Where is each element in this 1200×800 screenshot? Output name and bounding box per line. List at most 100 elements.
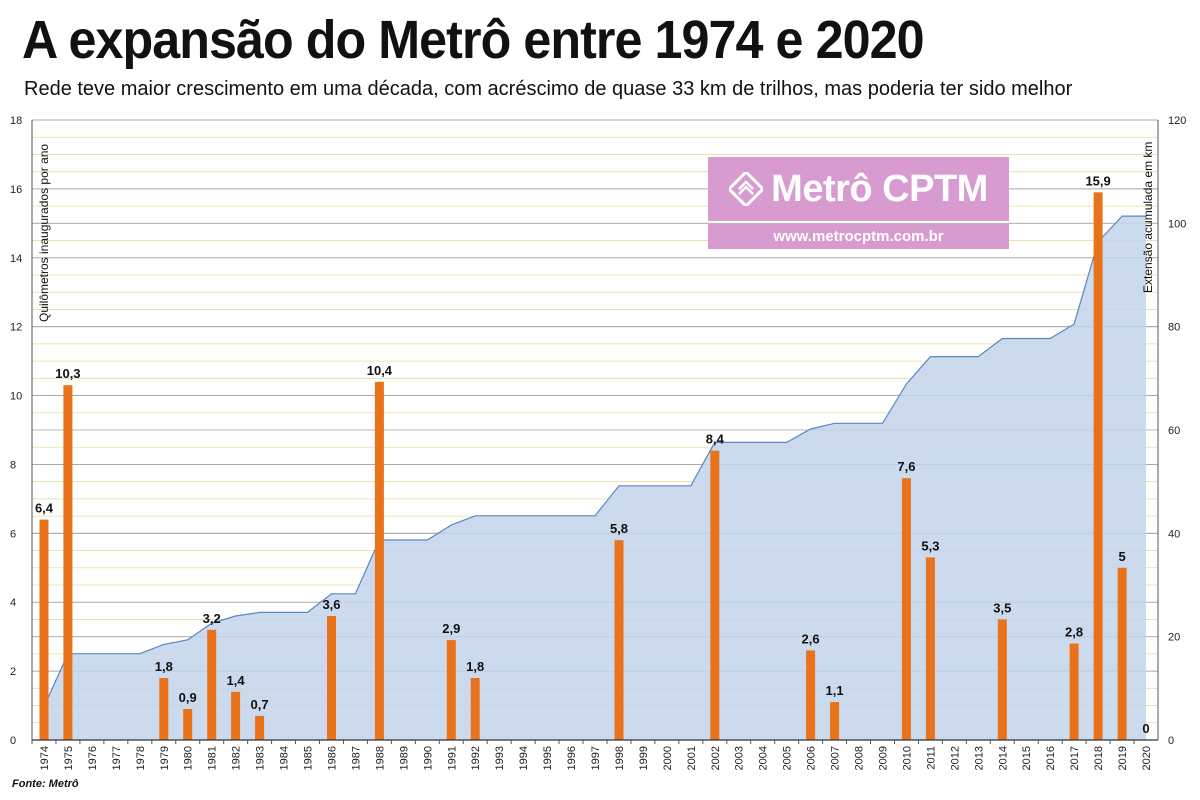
bar-2017 bbox=[1069, 643, 1079, 740]
cumulative-line bbox=[43, 215, 1146, 708]
bar-1981 bbox=[207, 629, 217, 740]
x-tick-label-2010: 2010 bbox=[901, 746, 913, 770]
x-tick-label-1993: 1993 bbox=[494, 746, 506, 770]
data-label-2010: 7,6 bbox=[897, 459, 915, 474]
data-label-1986: 3,6 bbox=[322, 597, 340, 612]
data-label-1991: 2,9 bbox=[442, 621, 460, 636]
bar-1974 bbox=[39, 519, 49, 740]
y-right-tick-20: 20 bbox=[1168, 632, 1180, 644]
bar-1979 bbox=[159, 678, 169, 740]
x-tick-label-1996: 1996 bbox=[566, 746, 578, 770]
x-tick-label-1978: 1978 bbox=[135, 746, 147, 770]
y-right-tick-60: 60 bbox=[1168, 425, 1180, 437]
cumulative-area bbox=[44, 216, 1146, 741]
x-tick-label-1976: 1976 bbox=[87, 746, 99, 770]
x-tick-label-2003: 2003 bbox=[734, 746, 746, 770]
x-tick-label-2006: 2006 bbox=[806, 746, 818, 770]
data-label-2011: 5,3 bbox=[921, 538, 939, 553]
x-tick-label-1986: 1986 bbox=[327, 746, 339, 770]
x-tick-label-1981: 1981 bbox=[207, 746, 219, 770]
x-tick-label-1994: 1994 bbox=[518, 746, 530, 770]
x-tick-label-1990: 1990 bbox=[422, 746, 434, 770]
source-note: Fonte: Metrô bbox=[12, 778, 79, 790]
y-right-tick-120: 120 bbox=[1168, 115, 1186, 127]
data-label-2019: 5 bbox=[1118, 549, 1125, 564]
x-tick-label-1974: 1974 bbox=[39, 746, 51, 770]
data-label-1975: 10,3 bbox=[55, 366, 80, 381]
y-left-tick-8: 8 bbox=[10, 459, 16, 471]
x-tick-label-2007: 2007 bbox=[830, 746, 842, 770]
bar-1991 bbox=[446, 640, 456, 740]
x-tick-label-2019: 2019 bbox=[1117, 746, 1129, 770]
bar-2002 bbox=[710, 450, 720, 740]
chart-subtitle: Rede teve maior crescimento em uma décad… bbox=[24, 78, 1073, 100]
y-left-tick-12: 12 bbox=[10, 322, 22, 334]
x-tick-label-2012: 2012 bbox=[949, 746, 961, 770]
y-right-axis-label: Extensão acumulada em km bbox=[1141, 142, 1155, 293]
bar-series bbox=[39, 192, 1127, 741]
data-labels: 6,4 10,3 1,8 0,9 3,2 1,4 0,7 3,6 10,4 2,9 1,8 5,8 8,… bbox=[35, 173, 1150, 736]
bar-1992 bbox=[470, 678, 480, 740]
y-left-tick-18: 18 bbox=[10, 115, 22, 127]
y-right-tick-100: 100 bbox=[1168, 218, 1186, 230]
y-left-tick-16: 16 bbox=[10, 184, 22, 196]
y-left-tick-4: 4 bbox=[10, 597, 16, 609]
x-tick-label-2009: 2009 bbox=[878, 746, 890, 770]
bar-1986 bbox=[327, 616, 336, 740]
x-tick-label-1988: 1988 bbox=[374, 746, 386, 770]
data-label-1979: 1,8 bbox=[155, 659, 173, 674]
y-right-tick-40: 40 bbox=[1168, 528, 1180, 540]
x-tick-label-1983: 1983 bbox=[255, 746, 267, 770]
data-label-1988: 10,4 bbox=[367, 363, 393, 378]
data-label-2002: 8,4 bbox=[706, 432, 725, 447]
data-label-1974: 6,4 bbox=[35, 501, 54, 516]
x-tick-label-2017: 2017 bbox=[1069, 746, 1081, 770]
bar-2011 bbox=[925, 557, 935, 740]
x-tick-label-2018: 2018 bbox=[1093, 746, 1105, 770]
y-right-tick-0: 0 bbox=[1168, 735, 1174, 747]
bar-2006 bbox=[806, 650, 816, 740]
data-label-1992: 1,8 bbox=[466, 659, 484, 674]
bar-2014 bbox=[997, 619, 1007, 740]
x-tick-label-1999: 1999 bbox=[638, 746, 650, 770]
data-label-2007: 1,1 bbox=[826, 683, 844, 698]
x-tick-label-1998: 1998 bbox=[614, 746, 626, 770]
data-label-1983: 0,7 bbox=[251, 697, 269, 712]
bar-1988 bbox=[374, 381, 384, 740]
x-tick-label-1975: 1975 bbox=[63, 746, 75, 770]
bar-1982 bbox=[231, 691, 241, 740]
y-left-tick-10: 10 bbox=[10, 391, 22, 403]
y-left-tick-0: 0 bbox=[10, 735, 16, 747]
bar-2010 bbox=[901, 478, 911, 740]
y-left-ticks: 0 2 4 6 8 10 12 14 16 18 bbox=[10, 115, 22, 747]
x-tick-label-1985: 1985 bbox=[303, 746, 315, 770]
watermark-brand-text: Metrô CPTM bbox=[771, 167, 988, 210]
bar-1975 bbox=[63, 385, 73, 740]
data-label-1982: 1,4 bbox=[227, 673, 246, 688]
x-tick-label-1992: 1992 bbox=[470, 746, 482, 770]
bar-2007 bbox=[830, 702, 840, 740]
data-label-1980: 0,9 bbox=[179, 690, 197, 705]
x-tick-label-1987: 1987 bbox=[350, 746, 362, 770]
watermark-brand-band: Metrô CPTM bbox=[708, 157, 1009, 221]
x-tick-label-1982: 1982 bbox=[231, 746, 243, 770]
x-tick-label-2008: 2008 bbox=[854, 746, 866, 770]
data-label-1998: 5,8 bbox=[610, 521, 628, 536]
x-tick-label-2001: 2001 bbox=[686, 746, 698, 770]
x-tick-label-2014: 2014 bbox=[997, 746, 1009, 770]
y-left-tick-14: 14 bbox=[10, 253, 22, 265]
x-tick-label-2013: 2013 bbox=[973, 746, 985, 770]
watermark-url: www.metrocptm.com.br bbox=[708, 224, 1009, 249]
x-tick-label-2011: 2011 bbox=[925, 746, 937, 770]
bar-1998 bbox=[614, 540, 624, 740]
data-label-2018: 15,9 bbox=[1085, 173, 1110, 188]
x-axis-ticks: 1974 1975 1976 1977 1978 1979 1980 1981 1982 1983… bbox=[31, 740, 1153, 770]
bar-1980 bbox=[183, 709, 193, 740]
x-tick-label-2020: 2020 bbox=[1141, 746, 1153, 770]
x-tick-label-2016: 2016 bbox=[1045, 746, 1057, 770]
y-right-ticks: 0 20 40 60 80 100 120 bbox=[1168, 115, 1186, 747]
data-label-2014: 3,5 bbox=[993, 600, 1011, 615]
x-tick-label-1995: 1995 bbox=[542, 746, 554, 770]
x-tick-label-2015: 2015 bbox=[1021, 746, 1033, 770]
